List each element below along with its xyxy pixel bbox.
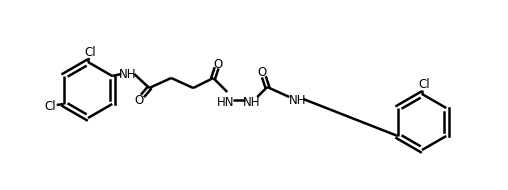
Text: Cl: Cl (44, 101, 55, 113)
Text: O: O (258, 66, 267, 79)
Text: NH: NH (242, 96, 260, 108)
Text: O: O (214, 58, 223, 70)
Text: Cl: Cl (418, 78, 430, 92)
Text: NH: NH (118, 67, 136, 81)
Text: NH: NH (289, 94, 306, 108)
Text: Cl: Cl (84, 47, 96, 59)
Text: O: O (135, 93, 144, 107)
Text: HN: HN (216, 96, 234, 108)
